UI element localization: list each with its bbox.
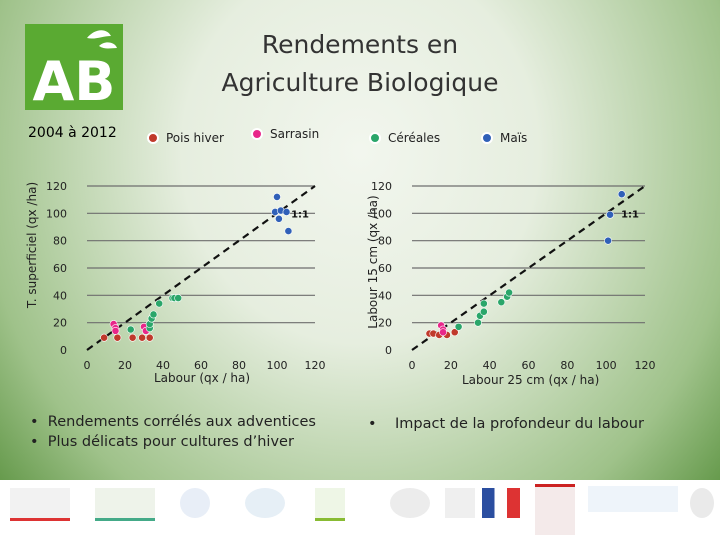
chart2-ytick-label: 80 (378, 235, 392, 248)
chart1-xlabel: Labour (qx / ha) (154, 371, 251, 385)
ab-logo-graphic: AB (25, 24, 123, 110)
chart2-one-to-one-label: 1:1 (621, 209, 639, 220)
chart1-xtick-label: 60 (194, 359, 208, 372)
chart2-point-ma-s (604, 236, 613, 245)
chart1-point-c-r-ales (126, 325, 135, 334)
chart1-ytick-label: 100 (46, 207, 67, 220)
chart1-ytick-label: 60 (53, 262, 67, 275)
partner-logo-9 (535, 484, 575, 535)
chart1-point-ma-s (273, 193, 281, 201)
chart1-xtick-label: 100 (267, 359, 288, 372)
chart2-xtick-label: 120 (635, 359, 656, 372)
legend-marker-sarrasin (251, 128, 263, 140)
partner-logo-4 (245, 488, 285, 518)
chart1-xtick-label: 120 (305, 359, 326, 372)
chart2-xtick-label: 0 (409, 359, 416, 372)
chart1-xtick-label: 20 (118, 359, 132, 372)
chart2-point-c-r-ales (497, 298, 506, 307)
legend-label-sarrasin: Sarrasin (270, 127, 320, 141)
legend-label-pois-hiver: Pois hiver (166, 131, 224, 145)
legend-label-mais: Maïs (500, 131, 528, 145)
chart2-point-ma-s (617, 190, 626, 199)
legend-label-cereales: Céréales (388, 131, 441, 145)
chart1-ylabel: T. superficiel (qx /ha) (25, 181, 39, 309)
bullet-left-1-text: Rendements corrélés aux adventices (47, 414, 316, 430)
legend-marker-mais (481, 132, 493, 144)
chart1-ytick-label: 120 (46, 180, 67, 193)
chart1-point-c-r-ales (149, 310, 158, 319)
bullet-left-1: • Rendements corrélés aux adventices (30, 414, 316, 430)
bullet-left-2: • Plus délicats pour cultures d’hiver (30, 434, 294, 450)
chart2-point-c-r-ales (505, 288, 513, 297)
bullet-right-1: • Impact de la profondeur du labour (368, 416, 644, 432)
chart2-xlabel: Labour 25 cm (qx / ha) (462, 373, 600, 387)
partner-logo-7 (445, 488, 475, 518)
chart1-xtick-label: 80 (232, 359, 246, 372)
partner-logo-10 (588, 486, 678, 512)
chart1-ytick-label: 40 (53, 289, 67, 302)
chart1-xtick-label: 0 (84, 359, 91, 372)
chart1-ytick-label: 20 (53, 317, 67, 330)
chart1-point-pois-hiver (128, 333, 137, 342)
chart2-point-c-r-ales (479, 299, 488, 308)
chart1-xtick-label: 40 (156, 359, 170, 372)
chart2-point-sarrasin (439, 328, 447, 337)
chart2-ytick-label: 60 (378, 262, 392, 275)
chart2-point-ma-s (606, 210, 614, 219)
period-label: 2004 à 2012 (28, 125, 117, 141)
partner-logo-2 (95, 488, 155, 521)
slide-title-line2: Agriculture Biologique (221, 68, 499, 97)
partner-logo-3 (180, 488, 210, 518)
chart1-ytick-label: 80 (53, 235, 67, 248)
chart1-point-sarrasin (111, 326, 120, 335)
legend-marker-pois-hiver (147, 132, 159, 144)
chart1-point-pois-hiver (145, 333, 154, 342)
chart2-ytick-label: 0 (385, 344, 392, 357)
legend-marker-cereales (369, 132, 381, 144)
partner-logos-footer (0, 480, 720, 540)
chart2-point-c-r-ales (454, 322, 463, 331)
partner-logo-6 (390, 488, 430, 518)
chart1-ytick-label: 0 (60, 344, 67, 357)
chart2-ytick-label: 100 (371, 207, 392, 220)
chart2-point-pois-hiver (450, 328, 459, 337)
chart1-point-c-r-ales (174, 294, 183, 302)
partner-logo-8 (482, 488, 520, 518)
partner-logo-11 (690, 488, 714, 518)
chart1-point-c-r-ales (155, 299, 164, 308)
chart2-ylabel: Labour 15 cm (qx /ha) (366, 195, 380, 329)
chart2-xtick-label: 80 (560, 359, 574, 372)
chart2-xtick-label: 60 (522, 359, 536, 372)
chart1-point-ma-s (284, 227, 293, 235)
partner-logo-1 (10, 488, 70, 521)
chart2-point-c-r-ales (474, 318, 482, 327)
chart2-ytick-label: 20 (378, 317, 392, 330)
svg-text:AB: AB (33, 50, 116, 110)
partner-logo-5 (315, 488, 345, 521)
chart2-point-c-r-ales (479, 307, 488, 316)
chart2-ytick-label: 40 (378, 289, 392, 302)
chart2-xtick-label: 40 (483, 359, 497, 372)
chart1-point-ma-s (274, 214, 283, 223)
chart1-point-pois-hiver (100, 333, 108, 342)
chart1-point-ma-s (282, 208, 291, 216)
chart1-point-pois-hiver (138, 333, 146, 342)
chart2-xtick-label: 20 (444, 359, 458, 372)
ab-logo: AB (25, 24, 123, 110)
chart2-xtick-label: 100 (596, 359, 617, 372)
slide-title-line1: Rendements en (261, 30, 459, 59)
bullet-right-1-text: Impact de la profondeur du labour (395, 416, 644, 432)
bullet-left-2-text: Plus délicats pour cultures d’hiver (47, 434, 294, 450)
chart1-one-to-one-label: 1:1 (291, 209, 309, 220)
chart2-ytick-label: 120 (371, 180, 392, 193)
